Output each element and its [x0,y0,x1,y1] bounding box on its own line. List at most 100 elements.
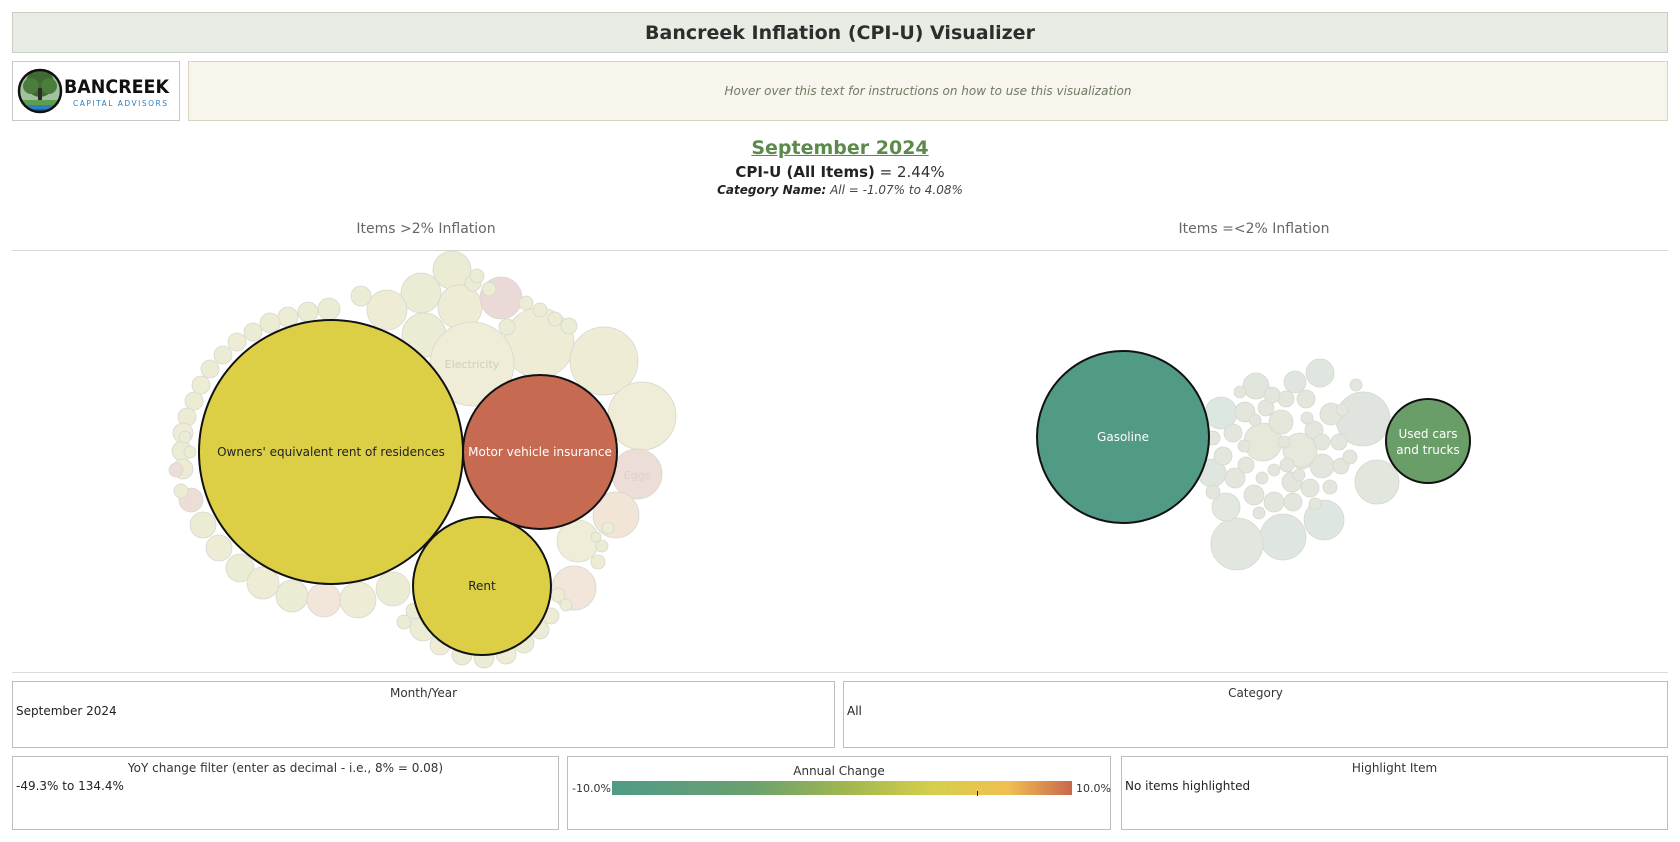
item-bubble[interactable] [1330,433,1348,451]
item-bubble[interactable] [469,268,485,284]
bubble-label-motor-vehicle-insurance: Motor vehicle insurance [468,445,612,459]
item-bubble[interactable] [560,317,578,335]
yoy-filter-title: YoY change filter (enter as decimal - i.… [127,761,444,775]
item-bubble[interactable] [1335,403,1349,417]
item-bubble[interactable] [306,582,342,618]
item-bubble[interactable] [178,430,192,444]
item-bubble[interactable] [1248,413,1262,427]
item-bubble[interactable] [1292,468,1306,482]
item-bubble[interactable] [1313,433,1331,451]
category-filter[interactable]: Category All [843,681,1668,748]
item-bubble[interactable] [595,539,609,553]
item-bubble[interactable] [481,281,497,297]
item-bubble[interactable] [1211,492,1241,522]
month-year-filter[interactable]: Month/Year September 2024 [12,681,835,748]
item-bubble[interactable] [1277,435,1291,449]
item-bubble[interactable] [317,297,341,321]
item-bubble[interactable] [1267,463,1281,477]
bubble-used-cars-and-trucks[interactable] [1385,398,1471,484]
month-year-filter-value[interactable]: September 2024 [16,704,117,718]
item-bubble[interactable] [297,301,319,323]
item-bubble[interactable] [532,302,548,318]
item-bubble[interactable] [339,581,377,619]
item-bubble[interactable] [1322,479,1338,495]
item-bubble[interactable] [191,375,211,395]
item-bubble[interactable] [1213,446,1233,466]
item-bubble[interactable] [1263,386,1281,404]
item-bubble[interactable] [200,359,220,379]
item-bubble[interactable] [168,462,184,478]
item-bubble[interactable] [1255,471,1269,485]
yoy-filter-value[interactable]: -49.3% to 134.4% [16,779,124,793]
item-bubble[interactable] [607,381,677,451]
divider [12,250,1668,251]
item-bubble[interactable] [225,553,255,583]
item-bubble[interactable] [569,326,639,396]
highlight-filter-title: Highlight Item [1351,761,1438,775]
item-bubble[interactable] [275,579,309,613]
item-bubble[interactable] [243,322,263,342]
item-bubble[interactable] [1252,506,1266,520]
category-filter-value[interactable]: All [847,704,862,718]
item-bubble[interactable] [1283,370,1307,394]
item-bubble[interactable] [1277,390,1295,408]
item-bubble[interactable] [259,312,281,334]
item-bubble[interactable] [1224,467,1246,489]
item-bubble[interactable] [350,285,372,307]
instructions-hover-text[interactable]: Hover over this text for instructions on… [188,61,1668,121]
item-bubble[interactable] [1268,409,1294,435]
item-bubble[interactable] [601,521,615,535]
item-bubble[interactable] [1283,492,1303,512]
category-filter-title: Category [1228,686,1283,700]
item-bubble[interactable] [1296,389,1316,409]
item-bubble[interactable] [1300,411,1314,425]
item-bubble[interactable] [498,318,516,336]
item-bubble[interactable] [183,445,197,459]
highlight-filter-value[interactable]: No items highlighted [1125,779,1251,793]
item-bubble[interactable] [1223,423,1243,443]
item-bubble[interactable] [213,345,233,365]
item-bubble[interactable] [590,531,602,543]
item-bubble[interactable] [1349,378,1363,392]
item-bubble[interactable] [1342,449,1358,465]
item-bubble[interactable] [1300,478,1320,498]
item-bubble[interactable] [1308,497,1322,511]
item-bubble[interactable] [1259,513,1307,561]
item-bubble[interactable] [1233,385,1247,399]
item-bubble[interactable] [518,295,534,311]
item-bubble[interactable] [1210,517,1264,571]
item-bubble[interactable] [227,332,247,352]
item-bubble[interactable] [1237,456,1255,474]
item-bubble[interactable] [503,307,575,379]
item-bubble[interactable] [1242,372,1270,400]
item-bubble[interactable] [1354,459,1400,505]
item-bubble[interactable] [547,311,563,327]
bubble-label-used-cars-and-trucks: Used cars [1399,427,1458,441]
item-bubble[interactable] [1282,432,1318,468]
item-bubble[interactable] [1237,439,1251,453]
yoy-change-filter[interactable]: YoY change filter (enter as decimal - i.… [12,756,559,830]
item-bubble[interactable] [1305,358,1335,388]
item-bubble[interactable] [1279,457,1295,473]
item-bubble[interactable] [173,483,189,499]
bubble-gasoline[interactable] [1036,350,1210,524]
item-bubble[interactable] [559,598,573,612]
item-bubble[interactable] [246,566,280,600]
item-bubble[interactable] [366,289,408,331]
item-bubble[interactable] [1205,484,1221,500]
item-bubble[interactable] [375,571,411,607]
item-bubble[interactable] [1243,484,1265,506]
item-bubble[interactable] [189,511,217,539]
bubble-motor-vehicle-insurance[interactable] [462,374,618,530]
item-bubble[interactable] [590,554,606,570]
item-bubble[interactable] [1263,491,1285,513]
item-bubble[interactable] [184,391,204,411]
section-title-above-2: Items >2% Inflation [356,221,496,237]
item-bubble[interactable] [205,534,233,562]
item-bubble[interactable] [396,614,412,630]
bubble-rent[interactable] [412,516,552,656]
month-year-filter-title: Month/Year [389,686,458,700]
highlight-item-filter[interactable]: Highlight Item No items highlighted [1121,756,1668,830]
bubble-label-rent: Rent [468,579,496,593]
legend-max-label: 10.0% [1076,782,1111,795]
